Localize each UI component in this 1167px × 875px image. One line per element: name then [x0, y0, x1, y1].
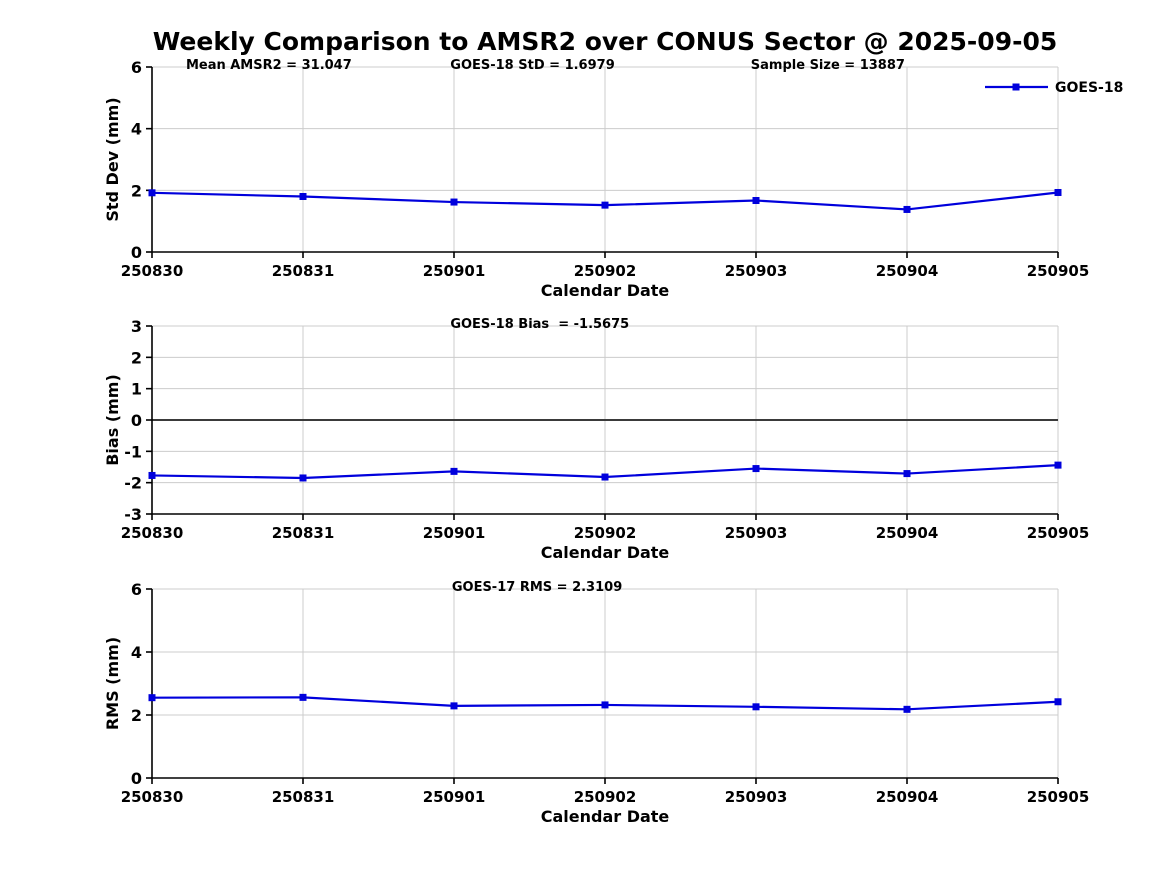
- y-tick-label: 0: [131, 411, 142, 430]
- y-tick-label: -1: [124, 442, 142, 461]
- data-point-marker: [601, 473, 609, 481]
- x-tick-label: 250904: [876, 524, 939, 542]
- x-tick-label: 250905: [1027, 788, 1090, 806]
- x-axis-title: Calendar Date: [541, 281, 670, 300]
- x-tick-label: 250901: [423, 788, 486, 806]
- x-axis-title: Calendar Date: [541, 543, 670, 562]
- data-point-marker: [752, 703, 760, 711]
- y-tick-label: 3: [131, 317, 142, 336]
- x-tick-label: 250903: [725, 524, 788, 542]
- x-tick-label: 250902: [574, 524, 637, 542]
- data-point-marker: [1054, 698, 1062, 706]
- y-tick-label: 2: [131, 706, 142, 725]
- x-tick-label: 250905: [1027, 524, 1090, 542]
- data-point-marker: [450, 198, 458, 206]
- y-axis-title: RMS (mm): [103, 637, 122, 730]
- subplot-rms: 0 2 4 6 250830 250831 250901 250902 250903 250904…: [103, 580, 1089, 826]
- y-tick-label: 2: [131, 348, 142, 367]
- y-tick-label: 6: [131, 580, 142, 599]
- data-point-marker: [450, 467, 458, 475]
- x-tick-label: 250904: [876, 262, 939, 280]
- y-tick-label: 4: [131, 643, 142, 662]
- y-tick-label: 2: [131, 181, 142, 200]
- x-tick-label: 250901: [423, 524, 486, 542]
- y-tick-label: 0: [131, 769, 142, 788]
- annotation: Sample Size = 13887: [751, 58, 905, 73]
- x-tick-label: 250831: [272, 262, 335, 280]
- data-point-marker: [752, 197, 760, 205]
- y-tick-label: 0: [131, 243, 142, 262]
- annotation: GOES-18 StD = 1.6979: [450, 58, 614, 73]
- x-tick-label: 250830: [121, 788, 184, 806]
- data-point-marker: [148, 189, 156, 197]
- y-tick-label: 6: [131, 58, 142, 77]
- data-point-marker: [299, 474, 307, 482]
- x-tick-label: 250903: [725, 788, 788, 806]
- chart-title: Weekly Comparison to AMSR2 over CONUS Se…: [152, 27, 1058, 56]
- subplot-std-dev: 0 2 4 6 250830 250831 250901 250902 250903 250904…: [103, 58, 1123, 300]
- legend-label: GOES-18: [1055, 80, 1123, 96]
- x-tick-label: 250904: [876, 788, 939, 806]
- x-tick-label: 250831: [272, 524, 335, 542]
- data-point-marker: [601, 201, 609, 209]
- x-tick-label: 250830: [121, 262, 184, 280]
- data-point-marker: [148, 471, 156, 479]
- x-axis-title: Calendar Date: [541, 807, 670, 826]
- y-tick-label: 1: [131, 380, 142, 399]
- data-point-marker: [903, 470, 911, 478]
- x-tick-label: 250902: [574, 262, 637, 280]
- data-point-marker: [148, 694, 156, 702]
- data-point-marker: [903, 705, 911, 713]
- subplot-bias: -3 -2 -1 0 1 2 3 250830 250831 250901 250902 250903…: [103, 317, 1089, 562]
- y-axis-title: Std Dev (mm): [103, 97, 122, 221]
- legend-marker: [1012, 83, 1020, 91]
- x-tick-label: 250902: [574, 788, 637, 806]
- y-tick-label: -2: [124, 474, 142, 493]
- x-tick-label: 250903: [725, 262, 788, 280]
- annotation: Mean AMSR2 = 31.047: [186, 58, 352, 73]
- x-tick-label: 250831: [272, 788, 335, 806]
- data-point-marker: [1054, 188, 1062, 196]
- x-tick-label: 250901: [423, 262, 486, 280]
- x-tick-label: 250905: [1027, 262, 1090, 280]
- x-tick-label: 250830: [121, 524, 184, 542]
- data-point-marker: [752, 465, 760, 473]
- annotation: GOES-18 Bias = -1.5675: [450, 317, 629, 332]
- data-point-marker: [299, 693, 307, 701]
- data-point-marker: [1054, 461, 1062, 469]
- y-tick-label: -3: [124, 505, 142, 524]
- y-tick-label: 4: [131, 120, 142, 139]
- data-point-marker: [903, 205, 911, 213]
- data-point-marker: [299, 193, 307, 200]
- y-axis-title: Bias (mm): [103, 374, 122, 466]
- data-point-marker: [601, 701, 609, 709]
- data-point-marker: [450, 702, 458, 710]
- annotation: GOES-17 RMS = 2.3109: [452, 580, 622, 595]
